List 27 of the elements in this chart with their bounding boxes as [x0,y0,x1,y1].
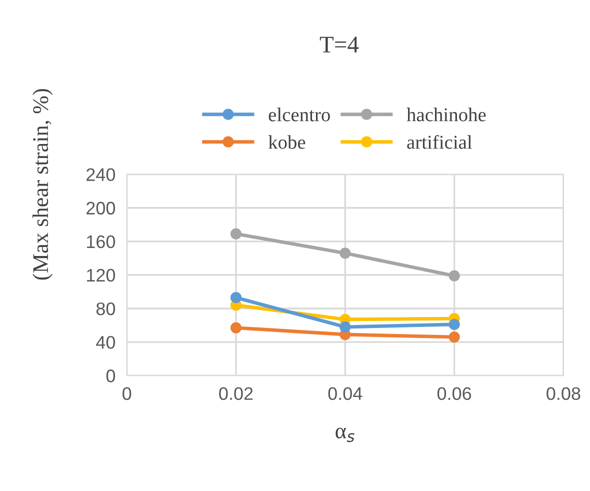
y-tick-label: 80 [96,302,116,316]
y-tick-label: 120 [86,268,116,282]
x-tick-label: 0.06 [437,387,472,400]
point [230,322,242,334]
x-axis-title: α$_{s}$ [336,428,354,442]
legend-label: elcentro [268,108,330,122]
x-tick-label: 0.08 [546,387,580,400]
point [340,248,351,259]
legend-label: artificial [407,134,472,149]
legend-label: hachinohe [406,108,486,122]
point [448,331,460,343]
y-tick-label: 160 [86,235,116,248]
y-tick-label: 200 [86,202,116,215]
y-tick-label: 240 [86,168,116,182]
point [448,318,460,330]
y-axis-title: (Max shear strain, %) [32,89,53,280]
point [340,321,351,333]
x-tick-label: 0 [122,387,132,400]
legend-label: kobe [268,135,306,149]
y-tick-label: 0 [106,370,116,382]
point [230,228,242,240]
y-tick-label: 40 [96,336,116,349]
x-tick-label: 0.02 [219,387,253,400]
point [230,292,242,304]
point [448,270,460,282]
x-tick-label: 0.04 [328,387,362,400]
chart-title: T=4 [320,36,359,52]
